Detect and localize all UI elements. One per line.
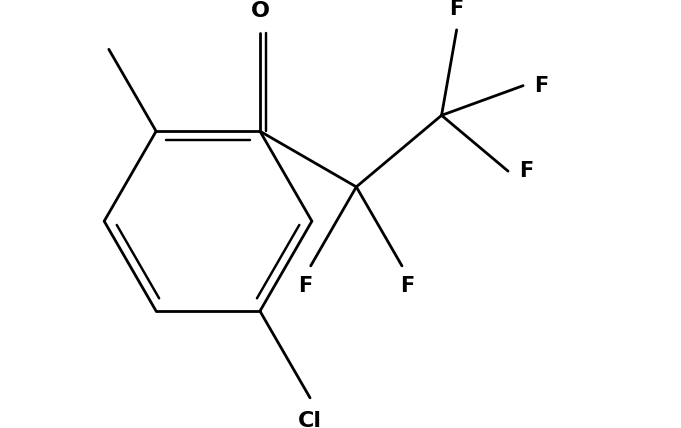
Text: F: F (519, 161, 533, 181)
Text: F: F (449, 0, 464, 19)
Text: O: O (251, 0, 270, 21)
Text: Cl: Cl (298, 410, 322, 428)
Text: F: F (298, 276, 313, 297)
Text: F: F (400, 276, 414, 297)
Text: F: F (534, 76, 548, 95)
